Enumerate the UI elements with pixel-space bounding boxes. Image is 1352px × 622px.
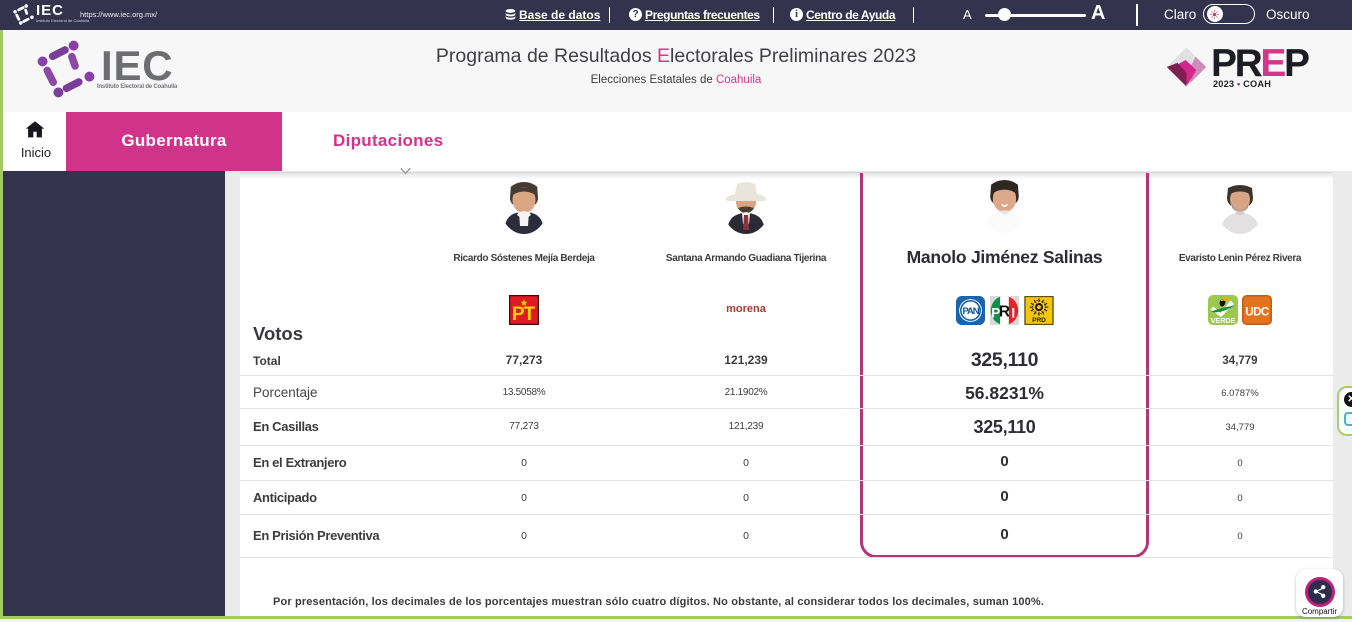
svg-text:PT: PT	[512, 304, 536, 325]
svg-text:VERDE: VERDE	[1211, 316, 1236, 325]
svg-text:P: P	[991, 305, 1000, 320]
svg-text:UDC: UDC	[1245, 307, 1269, 319]
svg-text:PAN: PAN	[962, 306, 979, 317]
svg-text:I: I	[1011, 305, 1015, 320]
svg-text:R: R	[999, 303, 1010, 320]
svg-text:PRD: PRD	[1032, 317, 1046, 324]
